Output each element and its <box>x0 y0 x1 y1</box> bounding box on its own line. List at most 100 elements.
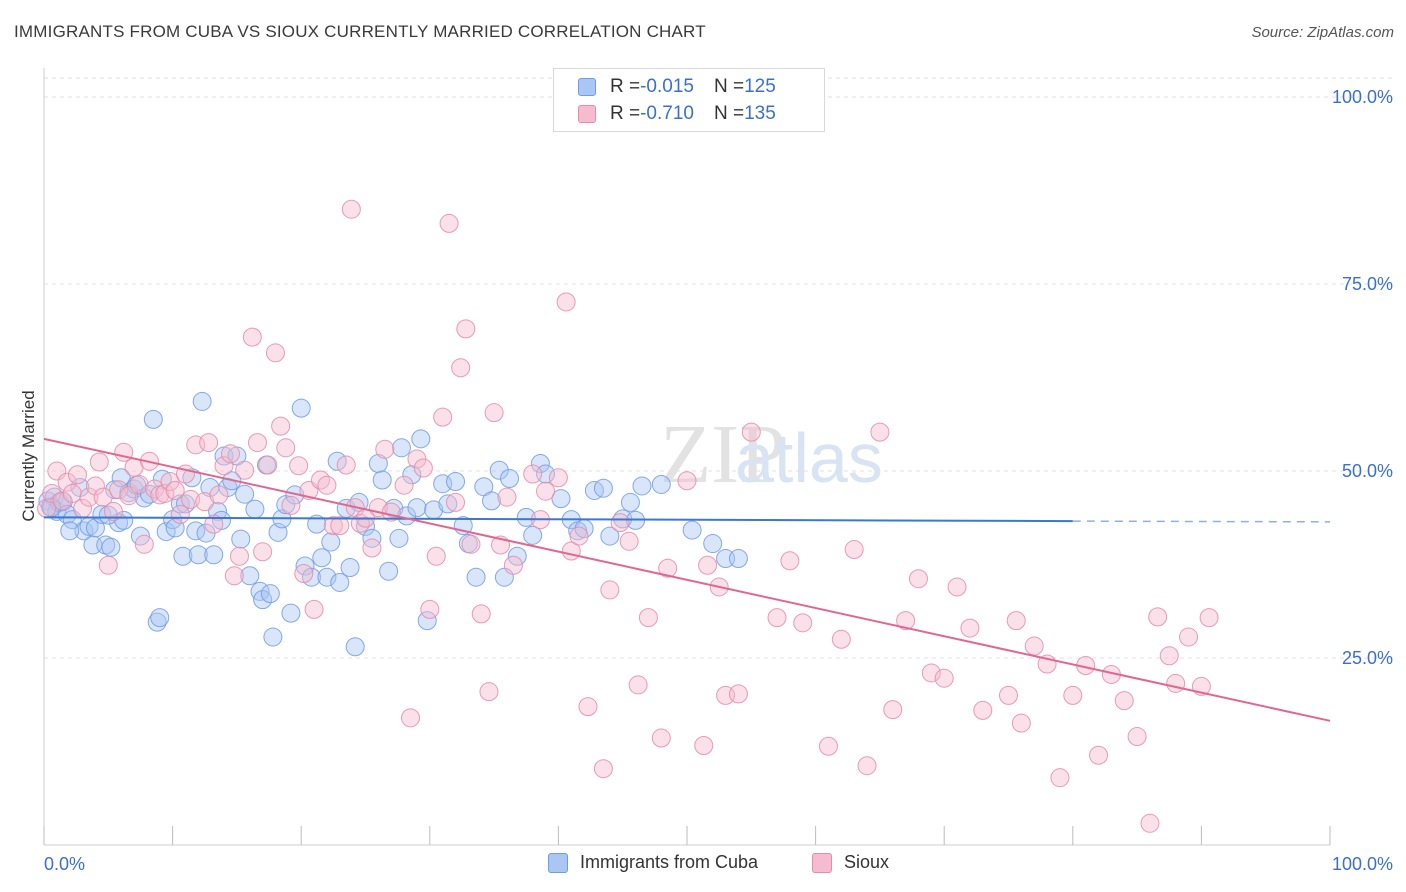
sioux-point <box>523 464 543 484</box>
sioux-point <box>330 516 350 536</box>
sioux-point <box>1179 627 1199 647</box>
sioux-point <box>170 504 190 524</box>
points <box>37 199 1219 833</box>
cuba-point <box>523 525 543 545</box>
legend-r-value: -0.710 <box>640 103 694 124</box>
sioux-point <box>503 555 523 575</box>
sioux-point <box>741 422 761 442</box>
cuba-point <box>392 438 412 458</box>
sioux-point <box>67 465 87 485</box>
y-tick-label: 100.0% <box>1332 87 1393 107</box>
sioux-point <box>1140 813 1160 833</box>
sioux-point <box>181 489 201 509</box>
cuba-trend-extension <box>1072 520 1331 523</box>
series-swatch-sioux <box>812 852 832 873</box>
cuba-point <box>593 478 613 498</box>
sioux-point <box>271 416 291 436</box>
sioux-point <box>281 495 301 515</box>
sioux-point <box>304 599 324 619</box>
cuba-point <box>330 572 350 592</box>
cuba-point <box>98 505 118 525</box>
sioux-point <box>934 668 954 688</box>
legend-row-cuba: R = -0.015 N = 125 <box>578 75 776 99</box>
sioux-point <box>317 475 337 495</box>
sioux-point <box>593 759 613 779</box>
y-tick-label: 50.0% <box>1342 461 1393 481</box>
sioux-point <box>1148 607 1168 627</box>
sioux-point <box>394 475 414 495</box>
sioux-point <box>471 604 491 624</box>
cuba-point <box>312 548 332 568</box>
cuba-point <box>150 608 170 628</box>
sioux-point <box>375 439 395 459</box>
sioux-point <box>658 558 678 578</box>
legend-n-value: 135 <box>744 103 776 124</box>
sioux-point <box>870 422 890 442</box>
cuba-point <box>651 474 671 494</box>
sioux-point <box>698 555 718 575</box>
sioux-point <box>818 736 838 756</box>
cuba-point <box>231 529 251 549</box>
sioux-point <box>1011 713 1031 733</box>
cuba-point <box>192 391 212 411</box>
cuba-point <box>345 637 365 657</box>
cuba-point <box>340 557 360 577</box>
cuba-point <box>281 603 301 623</box>
cuba-point <box>260 584 280 604</box>
sioux-point <box>224 566 244 586</box>
cuba-point <box>263 627 283 647</box>
sioux-point <box>677 471 697 491</box>
sioux-point <box>1159 646 1179 666</box>
cuba-point <box>152 469 172 489</box>
legend-n-label: N = <box>713 103 745 124</box>
cuba-point <box>682 520 702 540</box>
sioux-point <box>199 433 219 453</box>
cuba-point <box>600 526 620 546</box>
series-name-sioux: Sioux <box>844 852 890 872</box>
sioux-point <box>93 487 113 507</box>
sioux-point <box>619 531 639 551</box>
sioux-point <box>569 526 589 546</box>
cuba-point <box>368 454 388 474</box>
sioux-point <box>341 199 361 219</box>
cuba-point <box>240 566 260 586</box>
sioux-point <box>289 456 309 476</box>
x-tick-label-min: 0.0% <box>44 854 85 874</box>
sioux-point <box>1166 673 1186 693</box>
sioux-point <box>276 438 296 458</box>
sioux-point <box>1050 768 1070 788</box>
sioux-point <box>638 608 658 628</box>
sioux-point <box>420 599 440 619</box>
cuba-point <box>466 567 486 587</box>
sioux-point <box>220 444 240 464</box>
series-legend-sioux: Sioux <box>812 852 889 873</box>
cuba-point <box>379 561 399 581</box>
legend-r-label: R = <box>610 103 641 124</box>
sioux-point <box>456 319 476 339</box>
watermark-zip: ZIP <box>660 408 786 501</box>
sioux-point <box>556 292 576 312</box>
sioux-point <box>362 538 382 558</box>
cuba-point <box>482 491 502 511</box>
sioux-point <box>857 756 877 776</box>
sioux-point <box>214 456 234 476</box>
sioux-point <box>484 403 504 423</box>
cuba-point <box>111 468 131 488</box>
cuba-point <box>92 504 112 524</box>
sioux-point <box>793 613 813 633</box>
cuba-point <box>356 516 375 536</box>
sioux-point <box>253 542 273 562</box>
sioux-point <box>1006 611 1026 631</box>
sioux-point <box>728 684 748 704</box>
series-legend-cuba: Immigrants from Cuba <box>548 852 758 873</box>
sioux-point <box>883 700 903 720</box>
sioux-point <box>103 501 123 521</box>
y-tick-label: 75.0% <box>1342 274 1393 294</box>
sioux-point <box>694 736 714 756</box>
sioux-point <box>921 663 941 683</box>
sioux-point <box>1089 745 1109 765</box>
legend-swatch-sioux <box>578 105 596 123</box>
sioux-point <box>960 618 980 638</box>
cuba-point <box>143 409 163 429</box>
sioux-point <box>947 577 967 597</box>
